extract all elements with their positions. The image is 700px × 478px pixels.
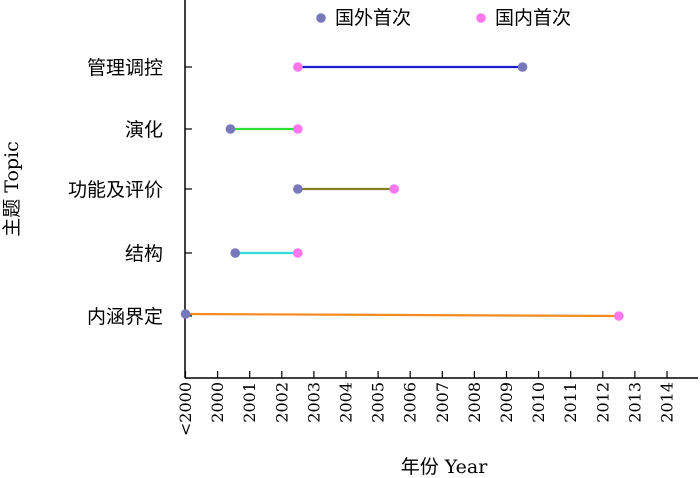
category-label: 管理调控 (87, 57, 163, 79)
x-tick-label: 2001 (240, 382, 259, 423)
x-tick-label: 2008 (465, 382, 484, 423)
x-axis-label: 年份 Year (401, 456, 489, 478)
x-tick-label: 2014 (658, 382, 677, 423)
category-label: 功能及评价 (68, 179, 163, 201)
axes (184, 0, 698, 379)
point-foreign (517, 62, 528, 72)
point-domestic (293, 62, 303, 72)
point-foreign (293, 184, 303, 194)
x-tick-label: 2000 (208, 382, 227, 423)
legend-label-domestic: 国内首次 (495, 7, 571, 29)
data-points (180, 62, 624, 321)
x-tick-label: 2009 (497, 382, 516, 423)
point-foreign (230, 248, 241, 258)
point-foreign (180, 309, 191, 319)
point-domestic (389, 184, 399, 194)
x-tick-label: <2000 (176, 382, 195, 436)
x-tick-label: 2002 (272, 382, 291, 423)
legend-marker-foreign (316, 13, 326, 23)
x-tick-label: 2012 (593, 382, 612, 423)
dumbbell-segments (185, 65, 619, 318)
point-domestic (293, 124, 303, 134)
legend: 国外首次 国内首次 (316, 7, 571, 29)
x-tick-label: 2006 (401, 382, 420, 423)
point-domestic (293, 248, 303, 258)
y-axis-label: 主题 Topic (1, 141, 23, 237)
point-foreign (225, 124, 236, 134)
category-label: 结构 (125, 243, 163, 265)
legend-label-foreign: 国外首次 (335, 7, 411, 29)
x-tick-label: 2010 (529, 382, 548, 423)
x-tick-label: 2007 (433, 382, 452, 423)
category-label: 演化 (125, 119, 163, 141)
x-tick-label: 2011 (561, 382, 580, 423)
x-tick-label: 2003 (304, 382, 323, 423)
legend-marker-domestic (476, 13, 486, 23)
x-tick-label: 2004 (337, 382, 356, 423)
x-ticks: <2000 2000 2001 2002 2003 2004 2005 2006 2007 200… (176, 371, 677, 436)
segment (185, 312, 619, 318)
category-label: 内涵界定 (87, 306, 163, 328)
point-domestic (614, 311, 624, 321)
x-tick-label: 2013 (625, 382, 644, 423)
x-tick-label: 2005 (369, 382, 388, 423)
